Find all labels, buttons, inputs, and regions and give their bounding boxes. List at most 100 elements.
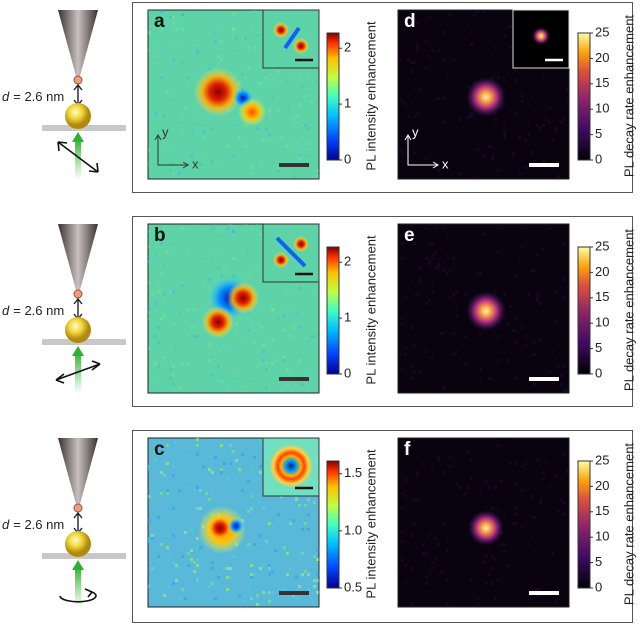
distance-label: d = 2.6 nm [2, 303, 64, 318]
noise [256, 594, 259, 597]
noise [542, 160, 545, 163]
noise [187, 308, 190, 311]
noise [172, 573, 175, 576]
panel-letter: d [404, 11, 416, 32]
noise [301, 124, 304, 127]
noise [482, 233, 485, 236]
colorbar-tick-label: 1.0 [344, 522, 362, 537]
noise [148, 585, 151, 588]
noise [256, 546, 259, 549]
noise [428, 299, 431, 302]
noise [316, 549, 319, 552]
noise [223, 344, 226, 347]
noise [205, 257, 208, 260]
noise [211, 356, 214, 359]
noise [440, 570, 443, 573]
noise [548, 121, 551, 124]
noise [563, 389, 566, 392]
noise [220, 380, 223, 383]
colorbar-tick-label: 25 [595, 24, 609, 39]
noise [410, 377, 413, 380]
noise [449, 456, 452, 459]
noise [268, 591, 271, 594]
noise [521, 525, 524, 528]
noise [148, 468, 151, 471]
noise [413, 344, 416, 347]
noise [232, 13, 235, 16]
noise [313, 501, 316, 504]
noise [446, 549, 449, 552]
noise [470, 31, 473, 34]
noise [416, 49, 419, 52]
noise [247, 510, 250, 513]
noise [202, 465, 205, 468]
noise [488, 377, 491, 380]
noise [214, 462, 217, 465]
colorbar-tick-label: 2 [344, 40, 351, 55]
noise [205, 124, 208, 127]
noise [425, 67, 428, 70]
noise [259, 97, 262, 100]
noise [250, 564, 253, 567]
colorbar-tick-label: 0 [595, 579, 602, 594]
noise [536, 594, 539, 597]
noise [178, 31, 181, 34]
noise [515, 522, 518, 525]
noise [410, 61, 413, 64]
noise [208, 22, 211, 25]
noise [295, 142, 298, 145]
noise [295, 145, 298, 148]
noise [428, 55, 431, 58]
noise [238, 594, 241, 597]
noise [172, 290, 175, 293]
noise [268, 600, 271, 603]
noise [286, 368, 289, 371]
noise [497, 359, 500, 362]
panel-letter: b [154, 225, 166, 246]
noise [497, 444, 500, 447]
noise [443, 121, 446, 124]
noise [175, 441, 178, 444]
noise [262, 359, 265, 362]
noise [211, 127, 214, 130]
noise [238, 245, 241, 248]
noise [265, 368, 268, 371]
noise [443, 224, 446, 227]
noise [256, 34, 259, 37]
noise [175, 579, 178, 582]
noise [250, 227, 253, 230]
noise [301, 552, 304, 555]
noise [244, 145, 247, 148]
noise [509, 462, 512, 465]
noise [283, 118, 286, 121]
noise [449, 269, 452, 272]
noise [271, 308, 274, 311]
noise [250, 585, 253, 588]
noise [566, 389, 569, 392]
noise [503, 293, 506, 296]
noise [548, 227, 551, 230]
noise [187, 356, 190, 359]
noise [223, 462, 226, 465]
noise [172, 22, 175, 25]
noise [527, 293, 530, 296]
noise [497, 251, 500, 254]
noise [455, 483, 458, 486]
noise [208, 67, 211, 70]
noise [509, 25, 512, 28]
noise [437, 459, 440, 462]
noise [172, 561, 175, 564]
noise [160, 317, 163, 320]
noise [440, 332, 443, 335]
noise [491, 582, 494, 585]
noise [181, 61, 184, 64]
noise [250, 468, 253, 471]
noise [148, 245, 151, 248]
noise [313, 555, 316, 558]
noise [413, 61, 416, 64]
noise [419, 266, 422, 269]
noise [256, 603, 259, 606]
noise [232, 377, 235, 380]
noise [446, 603, 449, 606]
